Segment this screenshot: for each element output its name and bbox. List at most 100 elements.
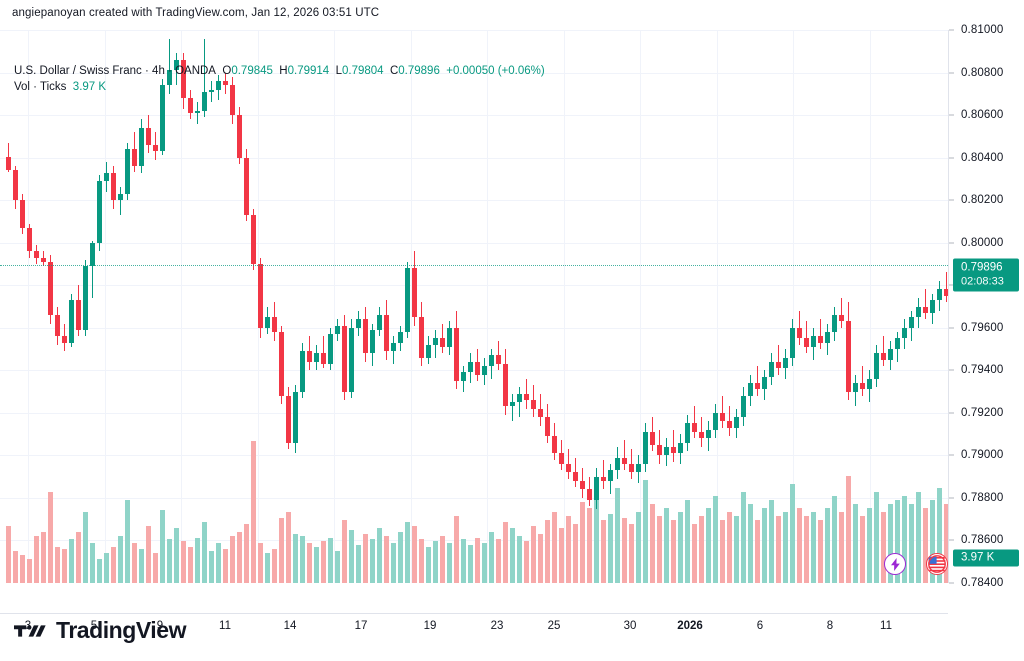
volume-bar [292,533,298,583]
volume-bar [663,507,669,583]
volume-bar [369,539,375,583]
price-tick-dash [949,72,954,74]
volume-bar [593,495,599,583]
us-flag-icon[interactable] [926,553,948,575]
candle-body [705,429,711,439]
candle-body [838,315,844,322]
candle-body [579,480,585,490]
candle-body [761,376,767,390]
candle-body [600,476,606,481]
time-tick-label: 11 [219,620,231,632]
candle-body [670,446,676,454]
candle-body [565,463,571,473]
volume-bar [943,503,948,583]
candle-wick [631,449,632,479]
candle-body [348,327,354,392]
candle-body [19,200,25,228]
candle-body [586,489,592,501]
price-tick-dash [949,582,954,584]
candle-body [341,325,347,392]
price-tick-dash [949,242,954,244]
volume-bar [880,511,886,583]
volume-bar [152,553,158,583]
volume-bar [61,549,67,583]
volume-bar [54,547,60,583]
time-axis[interactable]: 3591114171923253020266811 [0,613,948,642]
candle-body [264,317,270,328]
volume-bar [929,499,935,583]
candle-body [376,315,382,330]
price-axis[interactable]: 0.81000 0.80800 0.80600 0.80400 0.80200 0.800… [948,24,1024,589]
price-tick-label: 0.78600 [961,534,1004,547]
volume-bar [873,492,879,583]
volume-bar [19,555,25,583]
last-price-badge[interactable]: 0.79896 02:08:33 [953,258,1019,292]
candle-body [33,251,39,258]
candle-body [362,319,368,354]
price-tick-label: 0.81000 [961,24,1004,36]
volume-bar [404,521,410,583]
volume-badge[interactable]: 3.97 K [953,549,1019,567]
price-tick-dash [949,157,954,159]
candle-body [54,315,60,337]
volume-bar [264,553,270,583]
volume-bar [285,511,291,583]
volume-bar [96,559,102,583]
volume-bar [824,507,830,583]
volume-bar [754,519,760,583]
candle-body [180,59,186,99]
candle-body [173,59,179,71]
volume-bar [551,511,557,583]
grid-line-vertical [640,30,641,583]
volume-bar [201,521,207,583]
lightning-bolt-icon[interactable] [884,553,906,575]
volume-bar [75,531,81,583]
price-tick-dash [949,114,954,116]
volume-bar [600,519,606,583]
volume-bar [586,507,592,583]
grid-line-vertical [487,30,488,583]
volume-bar [68,539,74,583]
volume-bar [565,515,571,583]
volume-bar [572,523,578,583]
volume-bar [110,547,116,583]
volume-bar [453,515,459,583]
candle-wick [673,429,674,462]
candle-body [40,257,46,262]
grid-line-vertical [793,30,794,583]
chart-plot-area[interactable] [0,30,948,583]
volume-bar [523,541,529,583]
candle-body [901,327,907,339]
volume-bar [537,533,543,583]
candle-body [271,317,277,332]
candle-body [250,215,256,264]
candle-body [712,412,718,430]
volume-bar [614,488,620,583]
candle-body [75,300,81,330]
candle-wick [722,395,723,428]
candle-wick [841,297,842,328]
volume-bar [467,545,473,583]
volume-bar [341,519,347,583]
volume-bar [474,537,480,583]
candle-body [82,266,88,330]
volume-bar [796,507,802,583]
volume-bar [236,531,242,583]
volume-bar [460,539,466,583]
candle-body [607,470,613,481]
candle-body [852,383,858,392]
price-tick-dash [949,454,954,456]
price-tick-label: 0.78800 [961,491,1004,504]
volume-bar [495,539,501,583]
candle-body [208,89,214,92]
candle-body [117,193,123,201]
grid-line-horizontal [0,370,948,372]
candle-body [327,334,333,364]
grid-line-horizontal [0,497,948,499]
price-tick-label: 0.80800 [961,66,1004,79]
volume-bar [362,533,368,583]
volume-bar [425,547,431,583]
volume-bar [187,547,193,583]
volume-bar [411,525,417,583]
candle-body [859,383,865,390]
